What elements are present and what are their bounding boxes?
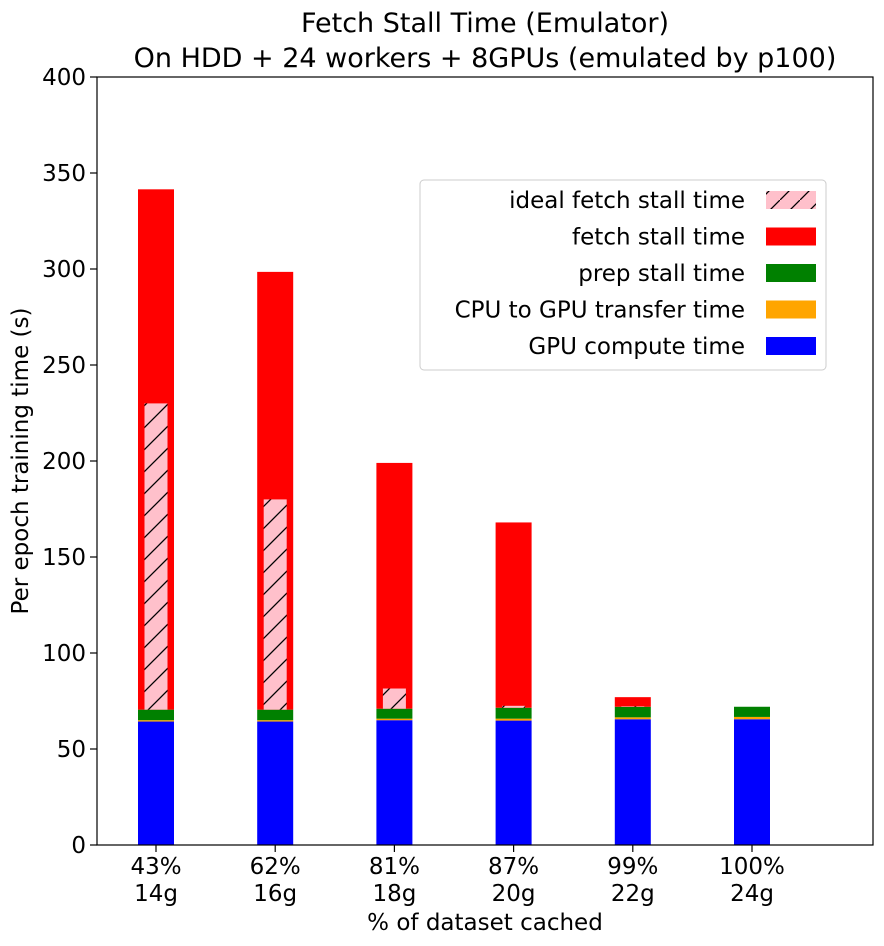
ideal-fetch-stall-bar-2: [382, 688, 406, 709]
bar-segment-fetch-stall-time-2: [376, 462, 413, 709]
x-tick-label-size: 18g: [372, 881, 416, 907]
legend-swatch-cpu-to-gpu-transfer-time: [766, 300, 816, 319]
bar-segment-cpu-to-gpu-transfer-time-4: [614, 717, 651, 720]
ideal-fetch-stall-bar-1: [263, 499, 287, 710]
ideal-fetch-stall-bar-3: [502, 705, 526, 708]
legend-swatch-fetch-stall-time: [766, 227, 816, 246]
legend-label: ideal fetch stall time: [509, 188, 745, 214]
bar-segment-gpu-compute-time-5: [734, 719, 770, 845]
bar-segment-prep-stall-time-3: [495, 707, 532, 719]
y-tick-label: 300: [42, 257, 86, 283]
x-tick-label-size: 14g: [134, 881, 178, 907]
x-tick-label-pct: 62%: [250, 854, 301, 880]
x-tick-label-pct: 99%: [607, 854, 658, 880]
bar-segment-cpu-to-gpu-transfer-time-3: [495, 718, 532, 721]
legend-label: CPU to GPU transfer time: [455, 298, 745, 324]
y-tick-label: 50: [57, 737, 86, 763]
bar-segment-cpu-to-gpu-transfer-time-2: [376, 718, 413, 721]
y-tick-label: 100: [42, 641, 86, 667]
y-tick-label: 200: [42, 449, 86, 475]
legend-label: GPU compute time: [528, 334, 745, 360]
bar-segment-prep-stall-time-4: [614, 706, 651, 718]
bar-segment-prep-stall-time-1: [257, 709, 294, 721]
bar-segment-cpu-to-gpu-transfer-time-1: [257, 720, 294, 722]
legend-swatch-prep-stall-time: [766, 264, 816, 282]
bar-group: [138, 189, 770, 845]
y-tick-label: 0: [71, 833, 86, 859]
x-tick-label-pct: 87%: [488, 854, 539, 880]
legend-box: [419, 179, 827, 371]
chart-subtitle: On HDD + 24 workers + 8GPUs (emulated by…: [134, 43, 837, 74]
legend: ideal fetch stall time fetch stall time pr…: [419, 179, 827, 371]
y-tick-label: 250: [42, 353, 86, 379]
x-tick-label-size: 20g: [492, 881, 536, 907]
bar-segment-gpu-compute-time-3: [495, 720, 532, 845]
bar-segment-prep-stall-time-0: [138, 709, 174, 721]
legend-swatch-gpu-compute-time: [766, 337, 816, 355]
bar-segment-fetch-stall-time-4: [614, 697, 651, 707]
tick-labels: 05010015020025030035040043%14g62%16g81%1…: [42, 65, 785, 907]
ideal-fetch-stall-bar-4: [621, 706, 645, 707]
y-tick-label: 400: [42, 65, 86, 91]
bar-segment-gpu-compute-time-0: [138, 721, 174, 845]
x-tick-label-size: 22g: [611, 881, 655, 907]
y-axis-label: Per epoch training time (s): [8, 308, 34, 615]
bar-segment-prep-stall-time-2: [376, 708, 413, 719]
bar-segment-gpu-compute-time-1: [257, 721, 294, 845]
legend-label: fetch stall time: [572, 225, 745, 251]
x-tick-label-pct: 43%: [130, 854, 181, 880]
legend-label: prep stall time: [578, 261, 745, 287]
y-tick-label: 350: [42, 161, 86, 187]
x-axis-label: % of dataset cached: [367, 910, 603, 936]
bar-segment-prep-stall-time-5: [734, 706, 770, 717]
bar-segment-cpu-to-gpu-transfer-time-5: [734, 716, 770, 720]
bar-segment-gpu-compute-time-2: [376, 720, 413, 845]
x-tick-label-size: 16g: [253, 881, 297, 907]
y-tick-label: 150: [42, 545, 86, 571]
bar-segment-fetch-stall-time-3: [495, 522, 532, 708]
bar-segment-gpu-compute-time-4: [614, 719, 651, 845]
x-tick-label-pct: 100%: [719, 854, 785, 880]
axes: [90, 76, 874, 852]
x-tick-label-size: 24g: [730, 881, 774, 907]
ideal-fetch-stall-bar-0: [144, 403, 168, 710]
x-tick-label-pct: 81%: [369, 854, 420, 880]
legend-swatch-ideal-fetch-stall-time: [766, 191, 816, 209]
bar-segment-cpu-to-gpu-transfer-time-0: [138, 720, 174, 722]
chart-title: Fetch Stall Time (Emulator): [301, 8, 669, 39]
